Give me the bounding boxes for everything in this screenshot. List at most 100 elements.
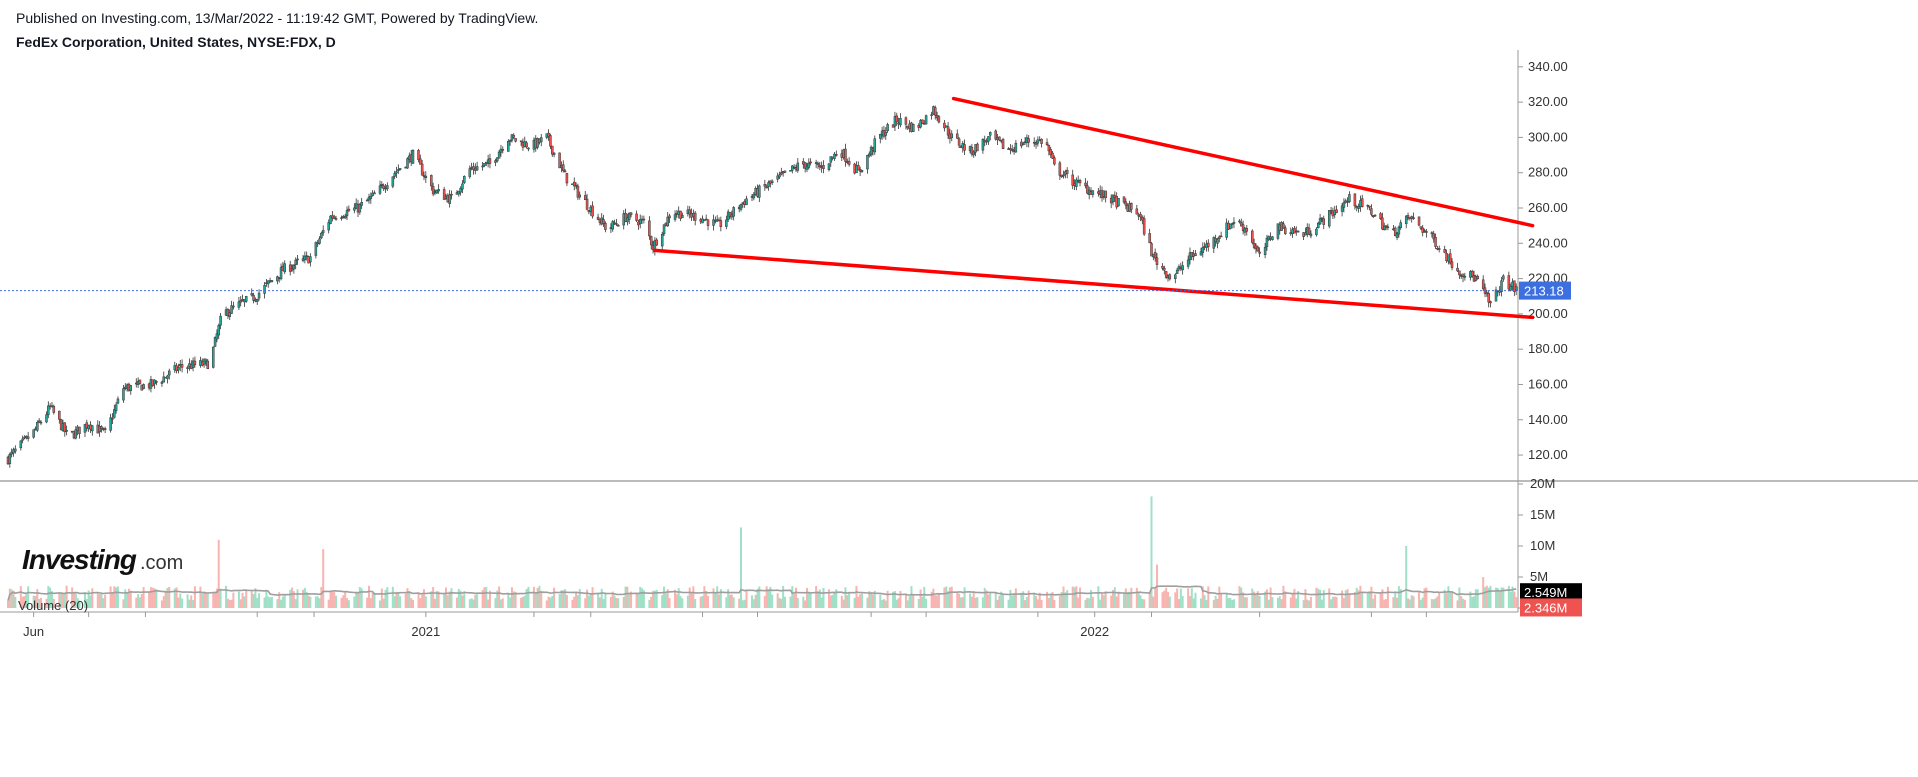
candle-body <box>193 360 197 365</box>
volume-bar <box>1355 587 1358 608</box>
volume-bar <box>305 591 308 608</box>
candle-body <box>562 164 565 171</box>
volume-bar <box>1489 585 1492 608</box>
volume-bar <box>476 594 479 608</box>
volume-bar <box>981 597 984 608</box>
volume-bar <box>1463 599 1466 608</box>
volume-bar <box>25 593 28 608</box>
volume-bar <box>1071 586 1074 608</box>
candle-body <box>219 315 222 326</box>
volume-bar <box>100 593 103 608</box>
candle-body <box>1315 228 1318 236</box>
volume-bar <box>1190 588 1193 608</box>
candle-body <box>1514 286 1518 291</box>
candle-body <box>988 132 992 136</box>
volume-bar <box>281 596 284 608</box>
volume-bar <box>199 586 202 608</box>
candle-body <box>1340 205 1344 212</box>
volume-bar <box>1148 592 1151 608</box>
candle-body <box>602 219 605 224</box>
volume-bar <box>558 594 561 608</box>
volume-bar <box>303 587 306 608</box>
volume-bar <box>756 588 759 608</box>
volume-bar <box>1002 595 1005 608</box>
candle-body <box>345 210 349 217</box>
candle-body <box>829 156 833 163</box>
volume-bar <box>661 595 664 608</box>
candle-body <box>1240 222 1243 227</box>
volume-bar <box>353 596 356 608</box>
candle-body <box>745 198 748 206</box>
time-axis[interactable]: Jun 2021 2022 <box>23 612 1427 639</box>
volume-bar <box>32 595 35 608</box>
volume-bar <box>576 595 579 608</box>
candle-body <box>65 430 68 432</box>
candle-body <box>85 422 89 429</box>
volume-bar <box>857 596 860 608</box>
candle-body <box>1155 257 1159 265</box>
volume-bar <box>1341 590 1344 608</box>
volume-bar <box>719 589 722 608</box>
volume-bar <box>604 592 607 608</box>
volume-bar <box>1033 592 1036 608</box>
volume-bar <box>1062 586 1065 608</box>
candle-body <box>1381 217 1384 230</box>
candle-body <box>527 147 530 150</box>
volume-bar <box>950 586 953 608</box>
volume-bar <box>712 588 715 608</box>
candle-body <box>1437 248 1441 250</box>
candle-body <box>1142 218 1146 235</box>
candle-body <box>1010 148 1014 151</box>
volume-bar <box>36 589 39 608</box>
volume-bar <box>650 596 653 608</box>
volume-bar <box>1320 599 1323 608</box>
volume-bar <box>937 593 940 608</box>
volume-bar <box>126 592 129 608</box>
candle-body <box>1296 230 1300 233</box>
volume-bar <box>707 595 710 608</box>
volume-indicator-label: Volume (20) <box>18 598 88 613</box>
candle-body <box>461 183 464 190</box>
volume-bar <box>512 591 515 608</box>
candle-body <box>789 170 792 172</box>
volume-bar <box>1245 597 1248 608</box>
volume-bar <box>1199 598 1202 608</box>
volume-bar <box>868 591 871 608</box>
candle-body <box>844 148 847 162</box>
candle-body <box>21 438 24 441</box>
trendlines[interactable] <box>653 96 1535 320</box>
volume-bar <box>642 590 645 608</box>
volume-bar <box>1207 586 1210 608</box>
candle-body <box>37 420 41 423</box>
volume-bar <box>692 586 695 608</box>
volume-bar <box>1289 597 1292 608</box>
volume-bar <box>1309 596 1312 608</box>
candle-body <box>230 305 233 314</box>
candle-body <box>818 165 822 168</box>
volume-bar <box>1232 599 1235 608</box>
volume-bar <box>635 593 638 608</box>
candle-body <box>648 220 651 237</box>
volume-bar <box>820 597 823 608</box>
volume-bar <box>355 591 358 608</box>
price-axis[interactable]: 340.00320.00300.00280.00260.00240.00220.… <box>1518 59 1571 462</box>
volume-bar <box>1399 589 1402 608</box>
candle-body <box>1346 201 1349 203</box>
volume-bar <box>1020 592 1023 608</box>
volume-bar <box>668 598 671 608</box>
candle-body <box>1317 222 1320 229</box>
trendline[interactable] <box>951 96 1535 228</box>
candle-body <box>463 176 466 183</box>
candle-body <box>215 333 219 340</box>
candle-body <box>1168 274 1172 280</box>
candle-body <box>1161 266 1164 269</box>
trendline[interactable] <box>653 248 1535 320</box>
candle-body <box>237 301 241 308</box>
volume-bar <box>976 597 979 608</box>
candle-body <box>320 232 323 239</box>
volume-bar <box>538 585 541 608</box>
volume-bar <box>166 587 169 608</box>
candle-body <box>963 144 966 151</box>
